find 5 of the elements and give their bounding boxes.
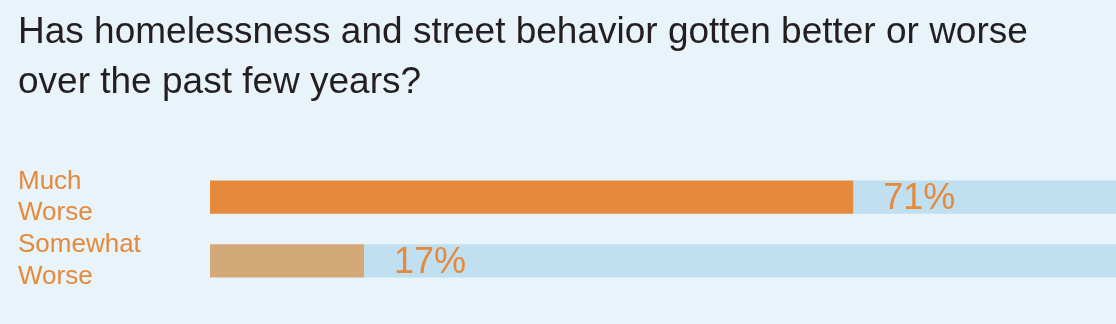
chart-title: Has homelessness and street behavior gotten better or worse over the past few years?: [18, 9, 1029, 103]
data-label: 17%: [394, 239, 467, 281]
data-label: 71%: [883, 176, 956, 218]
y-tick-label: Much Worse: [18, 164, 93, 226]
y-tick-label: Somewhat Worse: [18, 228, 142, 290]
